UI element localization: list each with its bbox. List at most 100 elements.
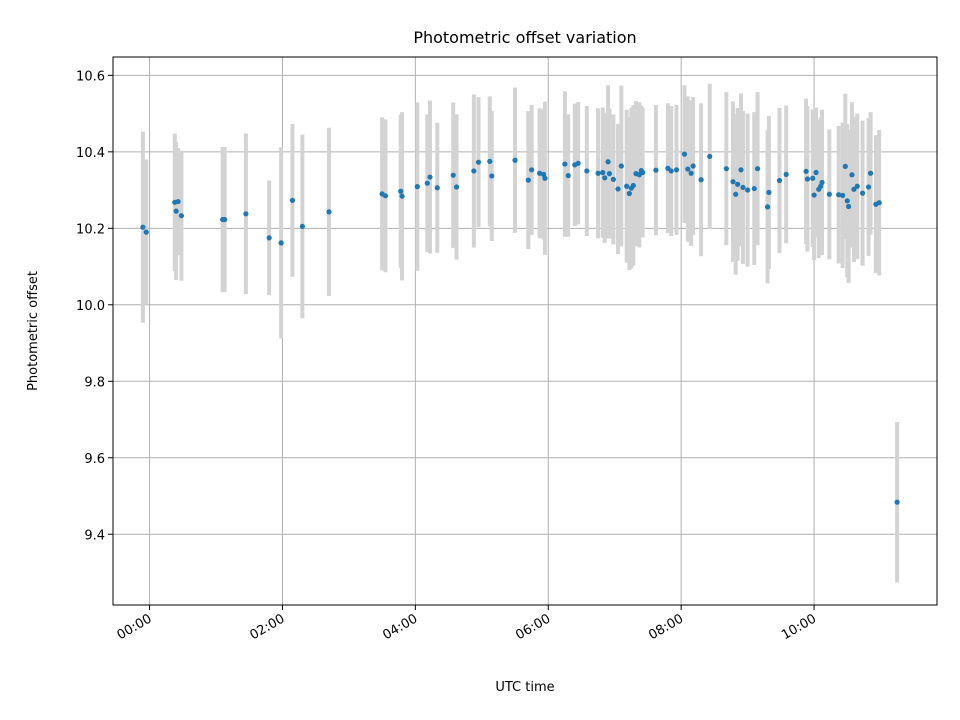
data-point	[690, 163, 696, 169]
data-point	[471, 168, 477, 174]
data-point	[681, 151, 688, 157]
data-point	[140, 224, 146, 230]
data-point	[846, 203, 852, 210]
data-point	[876, 200, 882, 206]
data-point	[424, 180, 430, 186]
data-point	[854, 183, 860, 189]
data-point	[610, 176, 616, 182]
data-point	[382, 193, 389, 199]
data-point	[512, 157, 518, 163]
data-point	[595, 170, 601, 176]
y-axis-label: Photometric offset	[26, 271, 41, 391]
data-point	[626, 190, 632, 197]
data-point	[542, 175, 548, 181]
data-point	[434, 185, 440, 191]
data-point	[730, 179, 736, 185]
data-point	[606, 171, 612, 177]
data-point	[222, 216, 228, 223]
data-point	[698, 177, 704, 183]
data-point	[738, 167, 744, 173]
data-point	[640, 169, 646, 176]
y-tick-label: 10.2	[76, 222, 105, 237]
data-point	[685, 166, 691, 172]
data-point	[565, 172, 571, 179]
data-point	[525, 177, 531, 183]
data-point	[529, 167, 535, 173]
data-point	[826, 191, 832, 197]
data-point	[143, 229, 149, 235]
data-point	[851, 186, 857, 192]
data-point	[859, 190, 866, 196]
data-point	[487, 158, 493, 164]
data-point	[602, 175, 608, 181]
data-point	[740, 184, 746, 191]
data-point	[776, 177, 783, 184]
data-point	[803, 168, 809, 174]
plot-frame	[112, 56, 938, 606]
data-point	[453, 184, 460, 190]
data-point	[289, 197, 296, 204]
data-point	[811, 192, 817, 198]
data-point	[584, 168, 590, 174]
y-tick-label: 9.4	[84, 528, 105, 543]
data-point	[894, 499, 900, 505]
data-point	[600, 169, 606, 176]
data-point	[243, 211, 249, 217]
data-point	[865, 184, 872, 190]
data-point	[668, 168, 674, 174]
data-point	[867, 170, 874, 176]
data-point	[754, 166, 761, 172]
data-point	[618, 163, 624, 169]
data-point	[766, 189, 772, 195]
data-point	[414, 184, 420, 190]
data-point	[819, 179, 825, 186]
y-tick-label: 9.6	[84, 452, 105, 467]
chart-title: Photometric offset variation	[413, 28, 636, 47]
data-point	[630, 182, 636, 189]
data-point	[810, 175, 816, 181]
data-point	[624, 183, 630, 189]
data-point	[175, 198, 181, 205]
x-axis-label: UTC time	[495, 680, 554, 695]
data-point	[745, 187, 751, 193]
data-point	[836, 192, 842, 198]
data-point	[562, 161, 568, 167]
data-point	[653, 167, 659, 173]
y-tick-label: 10.6	[76, 69, 105, 84]
data-point	[326, 209, 332, 215]
data-point	[615, 186, 621, 192]
data-point	[537, 170, 543, 176]
data-point	[475, 159, 482, 165]
data-point	[849, 172, 855, 178]
data-point	[751, 185, 757, 192]
data-point	[688, 170, 694, 176]
data-point	[723, 166, 729, 172]
data-point	[398, 188, 404, 194]
data-point	[764, 204, 771, 210]
data-point	[173, 208, 179, 214]
data-point	[844, 198, 850, 204]
data-points	[140, 151, 900, 505]
data-point	[804, 176, 811, 182]
data-point	[427, 174, 433, 180]
data-point	[399, 193, 405, 199]
y-axis-ticks: 9.4 9.6 9.8 10.0 10.2 10.4 10.6	[76, 69, 113, 543]
data-point	[733, 191, 739, 197]
y-tick-label: 9.8	[84, 375, 105, 390]
y-tick-label: 10.0	[76, 299, 105, 314]
data-point	[842, 163, 848, 169]
data-point	[813, 169, 819, 176]
data-point	[735, 181, 741, 187]
y-tick-label: 10.4	[76, 146, 105, 161]
data-point	[605, 159, 611, 165]
data-point	[673, 167, 680, 173]
data-point	[575, 160, 581, 166]
data-point	[278, 240, 284, 246]
data-point	[840, 192, 846, 199]
data-point	[783, 171, 789, 178]
data-point	[299, 223, 305, 230]
data-point	[489, 173, 495, 179]
data-point	[450, 172, 456, 178]
data-point	[178, 213, 185, 219]
